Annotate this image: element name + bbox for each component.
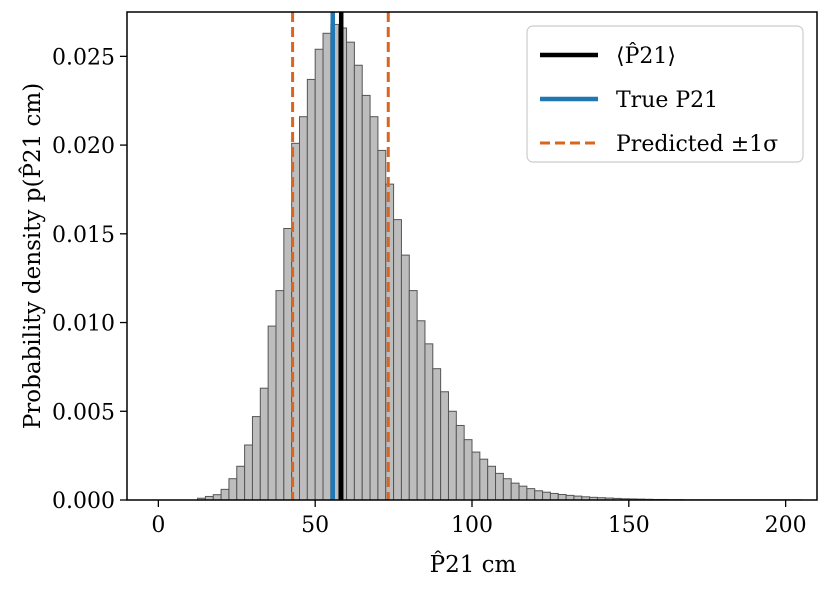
x-tick-label: 150	[608, 513, 650, 538]
histogram-bar	[377, 149, 387, 501]
histogram-bar	[299, 116, 308, 501]
y-axis-ticks: 0.000 0.005 0.010 0.015 0.020 0.025	[52, 45, 127, 514]
legend-label: Predicted ±1σ	[616, 132, 778, 157]
histogram-bar	[275, 290, 285, 501]
histogram-bar	[251, 416, 261, 501]
histogram-bar	[432, 368, 442, 501]
histogram-bar	[479, 458, 489, 501]
histogram-bar	[557, 493, 567, 501]
histogram-bar	[471, 451, 481, 501]
histogram-bar	[455, 424, 465, 501]
histogram-bar	[463, 439, 473, 501]
histogram-bar	[314, 48, 324, 501]
y-axis-label: Probability density p(P̂21 cm)	[20, 83, 46, 429]
legend-box	[526, 25, 804, 163]
histogram-bar	[369, 116, 379, 501]
y-tick-label: 0.015	[52, 223, 115, 248]
histogram-bar	[212, 494, 222, 501]
histogram-bar	[487, 465, 497, 501]
y-tick-label: 0.005	[52, 400, 115, 425]
histogram-bar	[267, 325, 277, 501]
histogram-bar	[534, 490, 544, 501]
y-tick-label: 0.010	[52, 312, 115, 337]
histogram-bar	[416, 320, 426, 501]
histogram-bar	[220, 488, 230, 501]
x-tick-label: 50	[301, 513, 329, 538]
legend-label: ⟨P̂21⟩	[616, 43, 676, 69]
histogram-bar	[549, 492, 559, 501]
histogram-bar	[306, 78, 316, 501]
histogram-bar	[400, 254, 410, 501]
x-tick-label: 0	[151, 513, 165, 538]
histogram-bar	[447, 410, 457, 501]
x-axis-label: P̂21 cm	[430, 552, 517, 578]
x-tick-label: 100	[451, 513, 493, 538]
x-tick-label: 200	[765, 513, 807, 538]
histogram-bar	[526, 488, 536, 501]
histogram-bar	[518, 485, 528, 501]
histogram-bar	[361, 94, 371, 501]
histogram-bar	[510, 482, 520, 501]
histogram-bar	[424, 343, 434, 501]
reference-lines	[291, 12, 390, 500]
x-axis-ticks: 0 50 100 150 200	[151, 500, 807, 538]
legend-label: True P21	[616, 88, 718, 113]
histogram-bar	[542, 491, 551, 501]
histogram-bar	[353, 64, 363, 501]
histogram-bar	[283, 227, 293, 501]
histogram-bar	[322, 32, 332, 501]
y-tick-label: 0.000	[52, 489, 115, 514]
histogram-bar	[244, 444, 253, 501]
histogram-bar	[408, 290, 418, 501]
y-tick-label: 0.020	[52, 134, 115, 159]
y-tick-label: 0.025	[52, 45, 115, 70]
histogram-bar	[495, 472, 504, 501]
legend: ⟨P̂21⟩ True P21 Predicted ±1σ	[526, 25, 804, 163]
histogram-bar	[502, 478, 512, 501]
histogram-bar	[393, 219, 402, 501]
histogram-bar	[440, 391, 449, 501]
histogram-bar	[346, 41, 355, 501]
histogram-bar	[228, 478, 238, 501]
histogram-bar	[236, 465, 246, 501]
histogram-bar	[259, 387, 269, 501]
